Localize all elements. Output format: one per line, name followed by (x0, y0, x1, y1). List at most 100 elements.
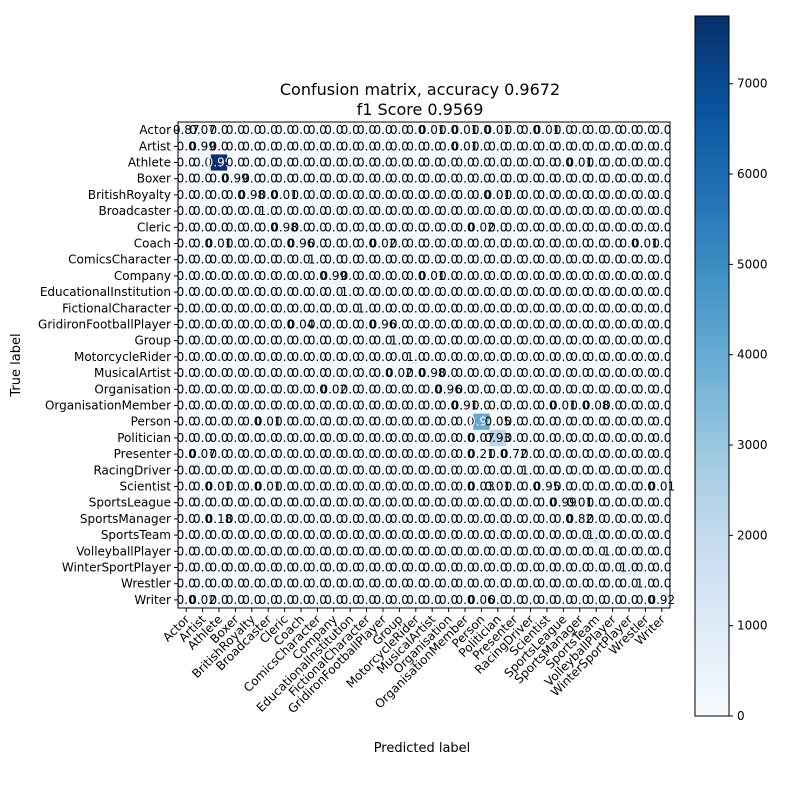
cell-value-label: 0.0 (652, 204, 671, 218)
heatmap-cell (309, 494, 326, 512)
colorbar-tick-label: 0 (737, 709, 745, 723)
heatmap-cell (489, 284, 507, 301)
heatmap-cell (653, 219, 671, 236)
heatmap-cell (440, 251, 458, 269)
y-tick-label: Boxer (137, 172, 171, 186)
heatmap-cell (374, 413, 392, 431)
heatmap-cell (194, 365, 212, 382)
heatmap-cell (473, 365, 490, 382)
heatmap-cell (243, 510, 261, 528)
heatmap-cell (292, 235, 310, 252)
heatmap-cell (309, 300, 326, 317)
heatmap-cell (653, 559, 671, 576)
heatmap-cell (210, 478, 228, 495)
heatmap-cell (555, 397, 572, 414)
heatmap-cell (424, 381, 441, 398)
heatmap-cell (588, 219, 605, 236)
y-tick-label: Coach (134, 237, 171, 251)
heatmap-cell (194, 251, 212, 269)
heatmap-cell (309, 235, 326, 252)
heatmap-cell (588, 543, 605, 560)
heatmap-cell (227, 527, 244, 544)
heatmap-cell (292, 348, 310, 366)
heatmap-cell (210, 267, 228, 285)
heatmap-cell (489, 462, 507, 479)
heatmap-cell (620, 122, 638, 139)
heatmap-cell (227, 413, 244, 431)
heatmap-cell (374, 429, 392, 447)
heatmap-cell (653, 186, 671, 204)
heatmap-cell (374, 138, 392, 155)
heatmap-cell (473, 251, 490, 269)
heatmap-cell (276, 138, 294, 155)
heatmap-cell (473, 332, 490, 350)
y-tick-label: SportsLeague (89, 496, 171, 510)
heatmap-cell (325, 446, 343, 463)
heatmap-cell (538, 429, 556, 447)
heatmap-cell (637, 365, 654, 382)
heatmap-cell (571, 446, 589, 463)
heatmap-cell (210, 510, 228, 528)
heatmap-cell (407, 300, 425, 317)
y-tick-label: Scientist (119, 480, 171, 494)
heatmap-cell (653, 478, 671, 495)
heatmap-cell (473, 575, 490, 593)
heatmap-cell (489, 267, 507, 285)
cell-value-label: 0.0 (652, 139, 671, 153)
heatmap-cell (292, 138, 310, 155)
heatmap-cell (210, 284, 228, 301)
heatmap-cell (653, 527, 671, 544)
heatmap-cell (374, 510, 392, 528)
heatmap-cell (227, 170, 244, 188)
heatmap-cell (555, 316, 572, 333)
heatmap-cell (538, 235, 556, 252)
heatmap-cell (309, 575, 326, 593)
heatmap-cell (325, 316, 343, 333)
heatmap-cell (538, 543, 556, 560)
heatmap-cell (342, 510, 359, 528)
heatmap-cell (473, 138, 490, 155)
heatmap-cell (194, 186, 212, 204)
heatmap-cell (571, 235, 589, 252)
heatmap-cell (538, 348, 556, 366)
cell-value-label: 0.0 (652, 366, 671, 380)
heatmap-cell (440, 462, 458, 479)
heatmap-cell (325, 251, 343, 269)
heatmap-cell (522, 267, 540, 285)
heatmap-cell (374, 494, 392, 512)
heatmap-cell (227, 316, 244, 333)
heatmap-cell (653, 316, 671, 333)
heatmap-cell (210, 446, 228, 463)
heatmap-cell (292, 219, 310, 236)
heatmap-cell (571, 462, 589, 479)
heatmap-cell (227, 203, 244, 220)
heatmap-cell (325, 300, 343, 317)
heatmap-cell (588, 559, 605, 576)
heatmap-cell (653, 300, 671, 317)
heatmap-cell (489, 365, 507, 382)
heatmap-cell (588, 251, 605, 269)
heatmap-cell (473, 154, 490, 171)
cell-value-label: 0.0 (652, 334, 671, 348)
heatmap-cell (260, 203, 277, 220)
heatmap-cell (620, 251, 638, 269)
heatmap-cell (227, 462, 244, 479)
heatmap-cell (604, 494, 622, 512)
heatmap-cell (260, 284, 277, 301)
heatmap-cell (588, 122, 605, 139)
heatmap-cell (522, 332, 540, 350)
heatmap-cell (391, 365, 408, 382)
heatmap-cell (227, 494, 244, 512)
colorbar-ticks: 0 1000 2000 3000 4000 5000 6000 7000 (729, 77, 768, 723)
heatmap-cell (424, 316, 441, 333)
heatmap-cell (309, 284, 326, 301)
heatmap-cell (522, 462, 540, 479)
heatmap-cell (292, 251, 310, 269)
heatmap-cell (440, 300, 458, 317)
heatmap-cell (538, 381, 556, 398)
y-tick-label: Company (114, 269, 171, 283)
heatmap-cell (506, 559, 523, 576)
heatmap-cell (342, 348, 359, 366)
heatmap-cell (555, 429, 572, 447)
heatmap-cell (260, 186, 277, 204)
